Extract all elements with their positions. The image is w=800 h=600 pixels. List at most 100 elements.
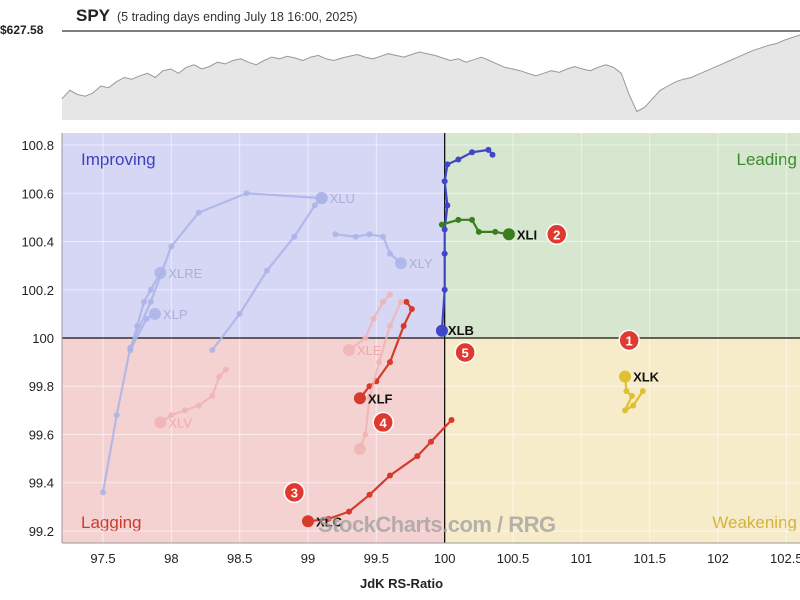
x-tick-label: 97.5	[90, 551, 115, 566]
tail-point	[236, 310, 243, 317]
tail-point	[223, 366, 229, 373]
tail-point	[366, 491, 373, 498]
marker-5	[454, 341, 476, 364]
head-xly	[394, 257, 407, 270]
label-xlu: XLU	[330, 191, 355, 206]
y-tick-label: 100	[32, 331, 54, 346]
head-xli	[502, 228, 515, 241]
label-xlf: XLF	[368, 391, 393, 406]
x-tick-label: 101	[570, 551, 592, 566]
marker-4	[372, 411, 394, 434]
tail-point	[485, 146, 492, 153]
head-xlc	[302, 515, 314, 528]
tail-point	[387, 291, 393, 298]
quadrant-label-lagging: Lagging	[81, 513, 142, 532]
y-tick-label: 100.8	[21, 138, 54, 153]
y-tick-label: 100.2	[21, 283, 54, 298]
x-tick-label: 98.5	[227, 551, 252, 566]
tail-point	[141, 298, 147, 305]
tail-point	[311, 202, 318, 209]
x-tick-label: 100.5	[497, 551, 530, 566]
head-xlp	[154, 266, 167, 279]
tail-point	[134, 322, 141, 329]
marker-label-3: 3	[291, 485, 298, 500]
tail-point	[475, 228, 482, 235]
head-xlv	[154, 416, 167, 429]
tail-point	[346, 508, 352, 515]
tail-point	[380, 233, 387, 240]
series	[100, 146, 646, 528]
tail-point	[143, 315, 150, 322]
tail-point	[408, 306, 415, 313]
tail-point	[387, 250, 393, 257]
label-xlre: XLRE	[168, 266, 202, 281]
label-xly: XLY	[409, 256, 433, 271]
tail-point	[455, 216, 462, 223]
tail-point	[397, 298, 404, 305]
price-label: $627.58	[0, 23, 44, 37]
symbol-title: SPY	[76, 6, 111, 25]
head-xlp2	[148, 307, 161, 320]
tail-xlc	[307, 419, 453, 523]
tail-point	[403, 298, 410, 305]
tail-point	[623, 388, 630, 395]
tail-point	[243, 190, 250, 197]
label-xlc: XLC	[316, 514, 343, 529]
tail-point	[195, 402, 202, 409]
label-xlk: XLK	[633, 370, 660, 385]
head-xlb	[435, 324, 448, 337]
quadrant-label-weakening: Weakening	[712, 513, 797, 532]
head-xlre	[315, 192, 328, 205]
tail-point	[387, 472, 393, 479]
x-tick-label: 98	[164, 551, 178, 566]
marker-3	[283, 481, 306, 504]
tail-point	[168, 243, 175, 250]
tail-point	[264, 267, 270, 274]
tail-point	[113, 412, 120, 419]
tail-point	[209, 392, 216, 399]
label-xli: XLI	[517, 227, 537, 242]
y-tick-label: 100.6	[21, 186, 54, 201]
tail-point	[195, 209, 202, 216]
x-axis-title: JdK RS-Ratio	[360, 576, 444, 591]
y-tick-label: 100.4	[21, 235, 54, 250]
marker-label-4: 4	[380, 415, 388, 430]
x-tick-label: 100	[434, 551, 456, 566]
tail-point	[444, 202, 451, 209]
tail-point	[216, 373, 223, 380]
price-area	[62, 35, 800, 120]
tail-point	[441, 250, 448, 257]
x-tick-label: 102	[707, 551, 729, 566]
tail-point	[362, 431, 369, 438]
tail-point	[366, 383, 373, 390]
tail-point	[639, 388, 646, 395]
tail-point	[209, 347, 216, 354]
tail-point	[366, 395, 373, 402]
tail-point	[332, 231, 339, 238]
tail-point	[428, 438, 434, 445]
tail-point	[325, 515, 332, 522]
tail-point	[182, 407, 188, 414]
label-xlp: XLP	[163, 307, 188, 322]
head-xlk	[619, 370, 632, 383]
tail-point	[469, 216, 475, 223]
chart-subtitle: (5 trading days ending July 18 16:00, 20…	[117, 10, 358, 24]
tail-point	[622, 407, 629, 414]
y-tick-label: 99.8	[29, 379, 54, 394]
tail-point	[387, 322, 393, 329]
tail-point	[370, 315, 377, 322]
tail-point	[291, 233, 298, 240]
y-tick-label: 99.6	[29, 427, 54, 442]
tail-point	[127, 347, 134, 354]
head-xle	[343, 344, 355, 357]
price-chart	[61, 30, 800, 120]
label-xle: XLE	[357, 343, 382, 358]
tail-point	[448, 417, 455, 423]
markers: 1 2 3 4 5	[283, 223, 640, 504]
tail-point	[441, 286, 448, 293]
tail-point	[441, 226, 448, 233]
tail-point	[438, 221, 445, 228]
tail-point	[362, 335, 369, 341]
tail-point	[387, 359, 393, 366]
watermark: StockCharts.com / RRG	[318, 512, 556, 537]
